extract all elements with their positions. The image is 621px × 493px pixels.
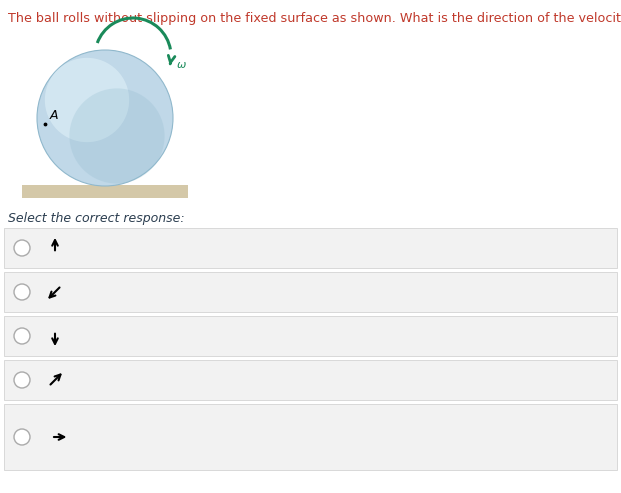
Bar xyxy=(4,404,617,470)
Circle shape xyxy=(14,429,30,445)
Circle shape xyxy=(70,88,165,183)
Bar xyxy=(4,272,617,312)
Circle shape xyxy=(14,240,30,256)
Text: A: A xyxy=(50,109,58,122)
Bar xyxy=(22,185,188,198)
Bar xyxy=(4,316,617,356)
Circle shape xyxy=(14,284,30,300)
Text: The ball rolls without slipping on the fixed surface as shown. What is the direc: The ball rolls without slipping on the f… xyxy=(8,12,621,25)
Circle shape xyxy=(45,58,129,142)
Circle shape xyxy=(14,328,30,344)
Bar xyxy=(4,360,617,400)
Text: Select the correct response:: Select the correct response: xyxy=(8,212,184,225)
Circle shape xyxy=(14,372,30,388)
Circle shape xyxy=(37,50,173,186)
Bar xyxy=(4,228,617,268)
Text: ω: ω xyxy=(176,60,186,70)
